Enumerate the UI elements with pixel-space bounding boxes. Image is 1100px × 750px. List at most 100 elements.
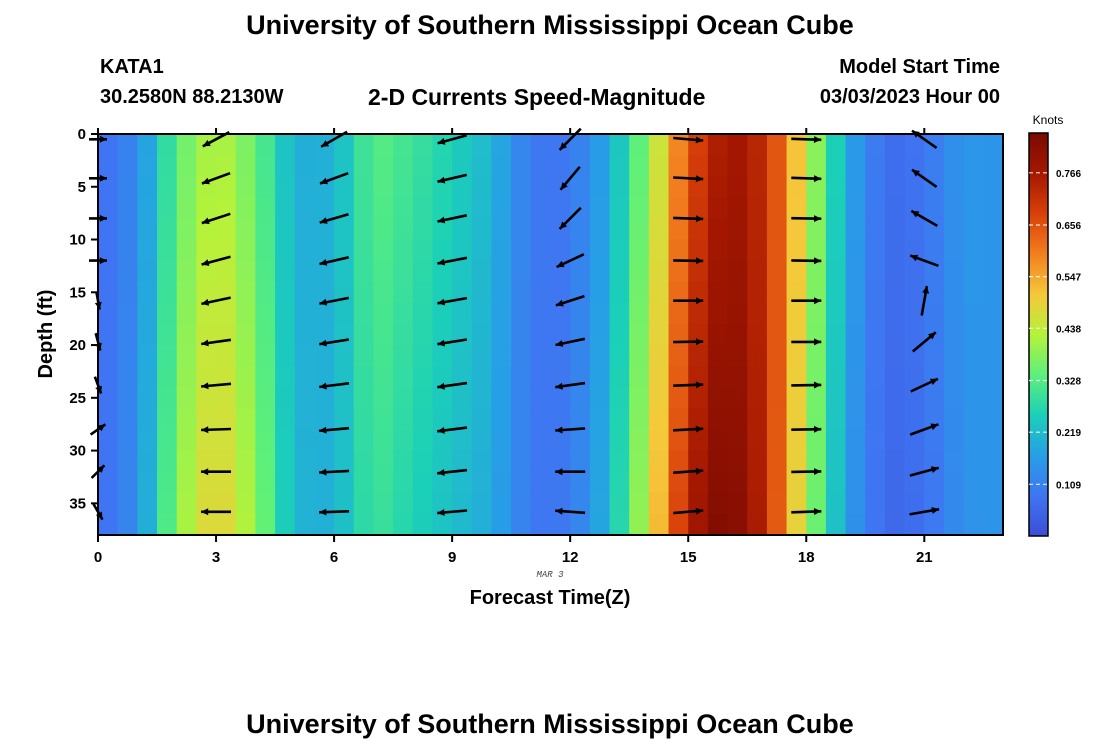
heatmap-cell: [865, 302, 886, 325]
heatmap-cell: [373, 429, 394, 452]
heatmap-cell: [688, 260, 709, 283]
current-vector-arrow: [673, 175, 704, 183]
heatmap-cell: [216, 302, 237, 325]
current-vector-arrow: [437, 426, 468, 434]
heatmap-cell: [845, 260, 866, 283]
heatmap-cell: [373, 323, 394, 346]
heatmap-cell: [589, 302, 611, 325]
heatmap-cell: [963, 302, 984, 325]
current-vector-arrow: [910, 209, 938, 228]
heatmap-cell: [471, 492, 493, 515]
heatmap-cell: [373, 134, 394, 156]
heatmap-cell: [786, 408, 807, 431]
heatmap-cell: [609, 471, 630, 494]
heatmap-cell: [511, 387, 532, 409]
heatmap-cell: [589, 387, 611, 409]
heatmap-cell: [157, 323, 178, 346]
heatmap-cell: [825, 513, 847, 536]
heatmap-cell: [550, 492, 571, 515]
heatmap-cell: [589, 345, 611, 367]
heatmap-cell: [334, 345, 355, 367]
heatmap-cell: [766, 471, 788, 494]
heatmap-cell: [668, 345, 689, 367]
heatmap-cell: [314, 513, 335, 536]
heatmap-cell: [648, 471, 670, 494]
heatmap-cell: [688, 134, 709, 156]
heatmap-cell: [255, 155, 276, 177]
heatmap-cell: [865, 239, 886, 262]
heatmap-cell: [511, 239, 532, 262]
current-vector-arrow: [673, 136, 704, 144]
heatmap-cell: [511, 302, 532, 325]
heatmap-cell: [471, 366, 493, 388]
heatmap-cell: [393, 345, 414, 367]
heatmap-cell: [943, 387, 965, 409]
heatmap-cell: [98, 366, 119, 388]
heatmap-cell: [412, 281, 434, 304]
heatmap-cell: [530, 492, 552, 515]
heatmap-cell: [511, 345, 532, 367]
heatmap-cell: [668, 197, 689, 220]
heatmap-cell: [629, 302, 650, 325]
x-axis-label: Forecast Time(Z): [470, 587, 631, 609]
heatmap-cell: [491, 176, 512, 198]
heatmap-cell: [727, 387, 748, 409]
heatmap-cell: [530, 429, 552, 452]
heatmap-cell: [629, 134, 650, 156]
heatmap-cell: [294, 429, 316, 452]
heatmap-cell: [589, 323, 611, 346]
colorbar-tick-label: 0.547: [1056, 273, 1081, 284]
heatmap-cell: [334, 513, 355, 536]
heatmap-cell: [334, 471, 355, 494]
heatmap-cell: [432, 429, 453, 452]
heatmap-cell: [648, 450, 670, 473]
heatmap-cell: [924, 260, 945, 283]
heatmap-cell: [216, 239, 237, 262]
heatmap-cell: [393, 387, 414, 409]
heatmap-cell: [314, 197, 335, 220]
heatmap-cell: [806, 197, 827, 220]
heatmap-cell: [707, 134, 729, 156]
heatmap-cell: [412, 260, 434, 283]
heatmap-cell: [924, 408, 945, 431]
heatmap-cell: [255, 218, 276, 241]
heatmap-cell: [589, 239, 611, 262]
heatmap-cell: [511, 366, 532, 388]
heatmap-cell: [255, 302, 276, 325]
heatmap-cell: [766, 492, 788, 515]
heatmap-cell: [432, 450, 453, 473]
heatmap-cell: [98, 492, 119, 515]
current-vector-arrow: [437, 256, 468, 266]
heatmap-cell: [983, 155, 1004, 177]
heatmap-cell: [216, 218, 237, 241]
colorbar-tick-label: 0.109: [1056, 480, 1081, 491]
heatmap-cell: [137, 239, 158, 262]
heatmap-cell: [707, 176, 729, 198]
heatmap-cell: [884, 260, 906, 283]
heatmap-cell: [865, 218, 886, 241]
heatmap-cell: [334, 260, 355, 283]
heatmap-cell: [117, 281, 138, 304]
heatmap-cell: [294, 492, 316, 515]
heatmap-cell: [786, 197, 807, 220]
heatmap-cell: [825, 345, 847, 367]
heatmap-cell: [137, 155, 158, 177]
heatmap-cell: [157, 302, 178, 325]
heatmap-cell: [668, 323, 689, 346]
heatmap-cell: [688, 197, 709, 220]
current-vector-arrow: [201, 296, 231, 306]
heatmap-cell: [865, 176, 886, 198]
heatmap-cell: [117, 492, 138, 515]
heatmap-cell: [294, 302, 316, 325]
heatmap-cell: [924, 345, 945, 367]
y-tick-label: 0: [78, 126, 86, 143]
heatmap-cell: [314, 366, 335, 388]
heatmap-cell: [845, 513, 866, 536]
heatmap-cell: [825, 134, 847, 156]
heatmap-cell: [609, 281, 630, 304]
heatmap-cell: [334, 387, 355, 409]
heatmap-cell: [845, 134, 866, 156]
heatmap-cell: [648, 345, 670, 367]
heatmap-cell: [117, 134, 138, 156]
heatmap-cell: [117, 176, 138, 198]
